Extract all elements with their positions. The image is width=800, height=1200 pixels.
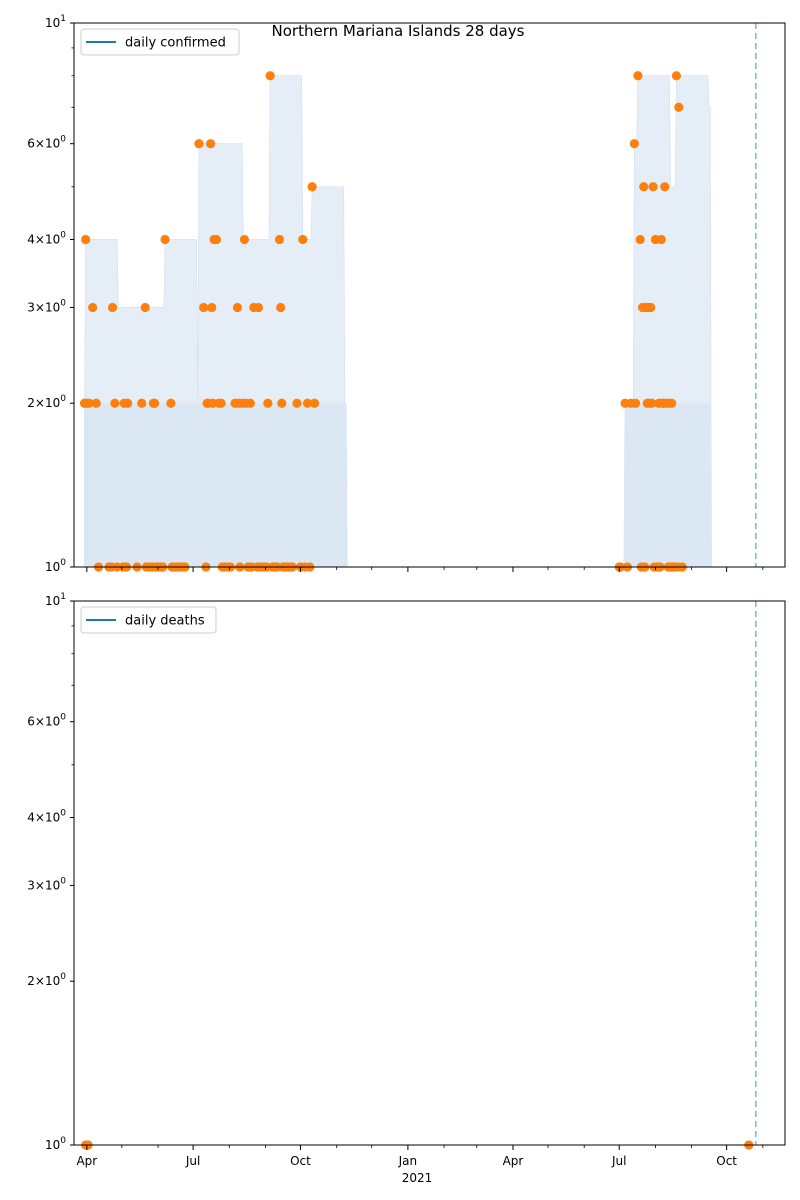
range-bands: [84, 75, 715, 568]
legend: daily deaths: [80, 606, 217, 634]
y-tick-label: 100: [45, 1136, 66, 1152]
legend-label: daily confirmed: [125, 36, 226, 51]
y-axis-ticks: 100 2×100 3×100 4×100 6×100 101: [27, 14, 74, 574]
data-point: [253, 302, 264, 313]
y-tick-label: 2×100: [27, 972, 66, 988]
data-point: [309, 398, 320, 408]
x-year-label: 2021: [402, 1171, 433, 1185]
data-point: [629, 139, 639, 149]
data-point: [245, 398, 255, 408]
data-point: [302, 398, 313, 408]
data-point: [211, 234, 222, 245]
x-tick-label: Oct: [290, 1154, 311, 1168]
legend: daily confirmed: [80, 28, 240, 56]
data-point: [648, 182, 658, 192]
data-point: [265, 71, 275, 81]
data-point: [239, 234, 250, 245]
data-point: [160, 234, 170, 245]
data-point: [149, 398, 160, 408]
x-axis-ticks: [86, 567, 764, 572]
data-point: [194, 139, 204, 149]
data-point: [207, 302, 217, 313]
x-tick-label: Jan: [398, 1154, 418, 1168]
data-point: [232, 302, 243, 313]
legend-label: daily deaths: [125, 614, 205, 629]
x-tick-label: Apr: [76, 1154, 97, 1168]
data-point: [91, 398, 101, 408]
data-point: [307, 182, 317, 192]
y-tick-label: 4×100: [27, 230, 66, 246]
range-band-lower: [84, 403, 712, 567]
data-point: [667, 398, 677, 408]
data-point: [276, 302, 286, 313]
axes-frame: [73, 22, 786, 568]
y-tick-label: 6×100: [27, 135, 66, 151]
data-point: [660, 182, 670, 192]
y-tick-label: 101: [45, 592, 66, 608]
data-point: [88, 302, 98, 313]
data-point: [298, 234, 308, 245]
axes-frame: [73, 600, 786, 1146]
y-tick-label: 2×100: [27, 394, 66, 410]
data-point: [166, 398, 176, 408]
data-point: [216, 398, 226, 408]
data-point: [137, 398, 147, 408]
y-tick-label: 6×100: [27, 713, 66, 729]
panel-confirmed: 100 2×100 3×100 4×100 6×100 101 daily confirm…: [27, 14, 786, 574]
data-point: [140, 302, 150, 313]
data-point: [633, 71, 643, 81]
data-point: [635, 234, 645, 245]
data-point: [107, 302, 118, 313]
data-point: [84, 398, 94, 408]
data-point: [198, 302, 209, 313]
y-axis-ticks: 100 2×100 3×100 4×100 6×100 101: [27, 592, 74, 1152]
x-tick-label: Apr: [503, 1154, 524, 1168]
data-point: [277, 398, 287, 408]
data-point: [292, 398, 302, 408]
data-point: [205, 139, 216, 149]
y-tick-label: 3×100: [27, 876, 66, 892]
data-point: [646, 302, 656, 313]
data-point: [263, 398, 273, 408]
y-tick-label: 101: [45, 14, 66, 30]
data-point: [123, 398, 133, 408]
data-point: [674, 102, 684, 112]
data-point: [671, 71, 682, 81]
data-point: [110, 398, 120, 408]
x-tick-label: Jul: [185, 1154, 200, 1168]
y-tick-label: 3×100: [27, 298, 66, 314]
x-tick-label: Oct: [716, 1154, 737, 1168]
data-point: [647, 398, 657, 408]
y-tick-label: 4×100: [27, 808, 66, 824]
x-axis-ticks: Apr Jul Oct Jan Apr Jul Oct: [76, 1145, 764, 1168]
data-point: [656, 234, 666, 245]
data-point: [639, 182, 649, 192]
data-point: [274, 234, 285, 245]
y-tick-label: 100: [45, 558, 66, 574]
data-point: [630, 398, 641, 408]
data-point: [81, 234, 91, 245]
chart-title: Northern Mariana Islands 28 days: [272, 22, 525, 40]
x-tick-label: Jul: [611, 1154, 626, 1168]
